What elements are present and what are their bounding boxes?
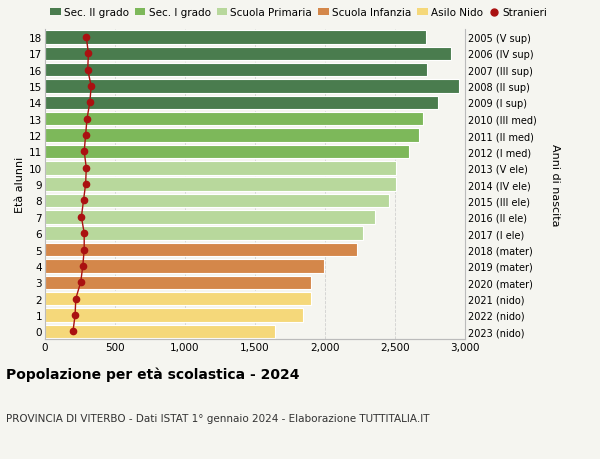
Bar (45, 308, 302, 322)
Bar (45, 96, 439, 110)
Y-axis label: Anni di nascita: Anni di nascita (550, 144, 560, 226)
Bar (45, 80, 460, 94)
Bar (45, 211, 376, 224)
Bar (45, 194, 389, 208)
Bar (45, 64, 427, 77)
Bar (45, 146, 409, 159)
Bar (45, 129, 419, 142)
Bar (45, 276, 311, 289)
Bar (45, 325, 275, 338)
Bar (45, 178, 397, 191)
Y-axis label: Età alunni: Età alunni (15, 157, 25, 213)
Legend: Sec. II grado, Sec. I grado, Scuola Primaria, Scuola Infanzia, Asilo Nido, Stran: Sec. II grado, Sec. I grado, Scuola Prim… (50, 8, 548, 18)
Bar (45, 31, 426, 45)
Bar (45, 48, 451, 61)
Text: PROVINCIA DI VITERBO - Dati ISTAT 1° gennaio 2024 - Elaborazione TUTTITALIA.IT: PROVINCIA DI VITERBO - Dati ISTAT 1° gen… (6, 413, 430, 423)
Bar (45, 292, 311, 306)
Bar (45, 162, 397, 175)
Text: Popolazione per età scolastica - 2024: Popolazione per età scolastica - 2024 (6, 367, 299, 382)
Bar (45, 113, 423, 126)
Bar (45, 243, 357, 257)
Bar (45, 227, 363, 241)
Bar (45, 260, 323, 273)
